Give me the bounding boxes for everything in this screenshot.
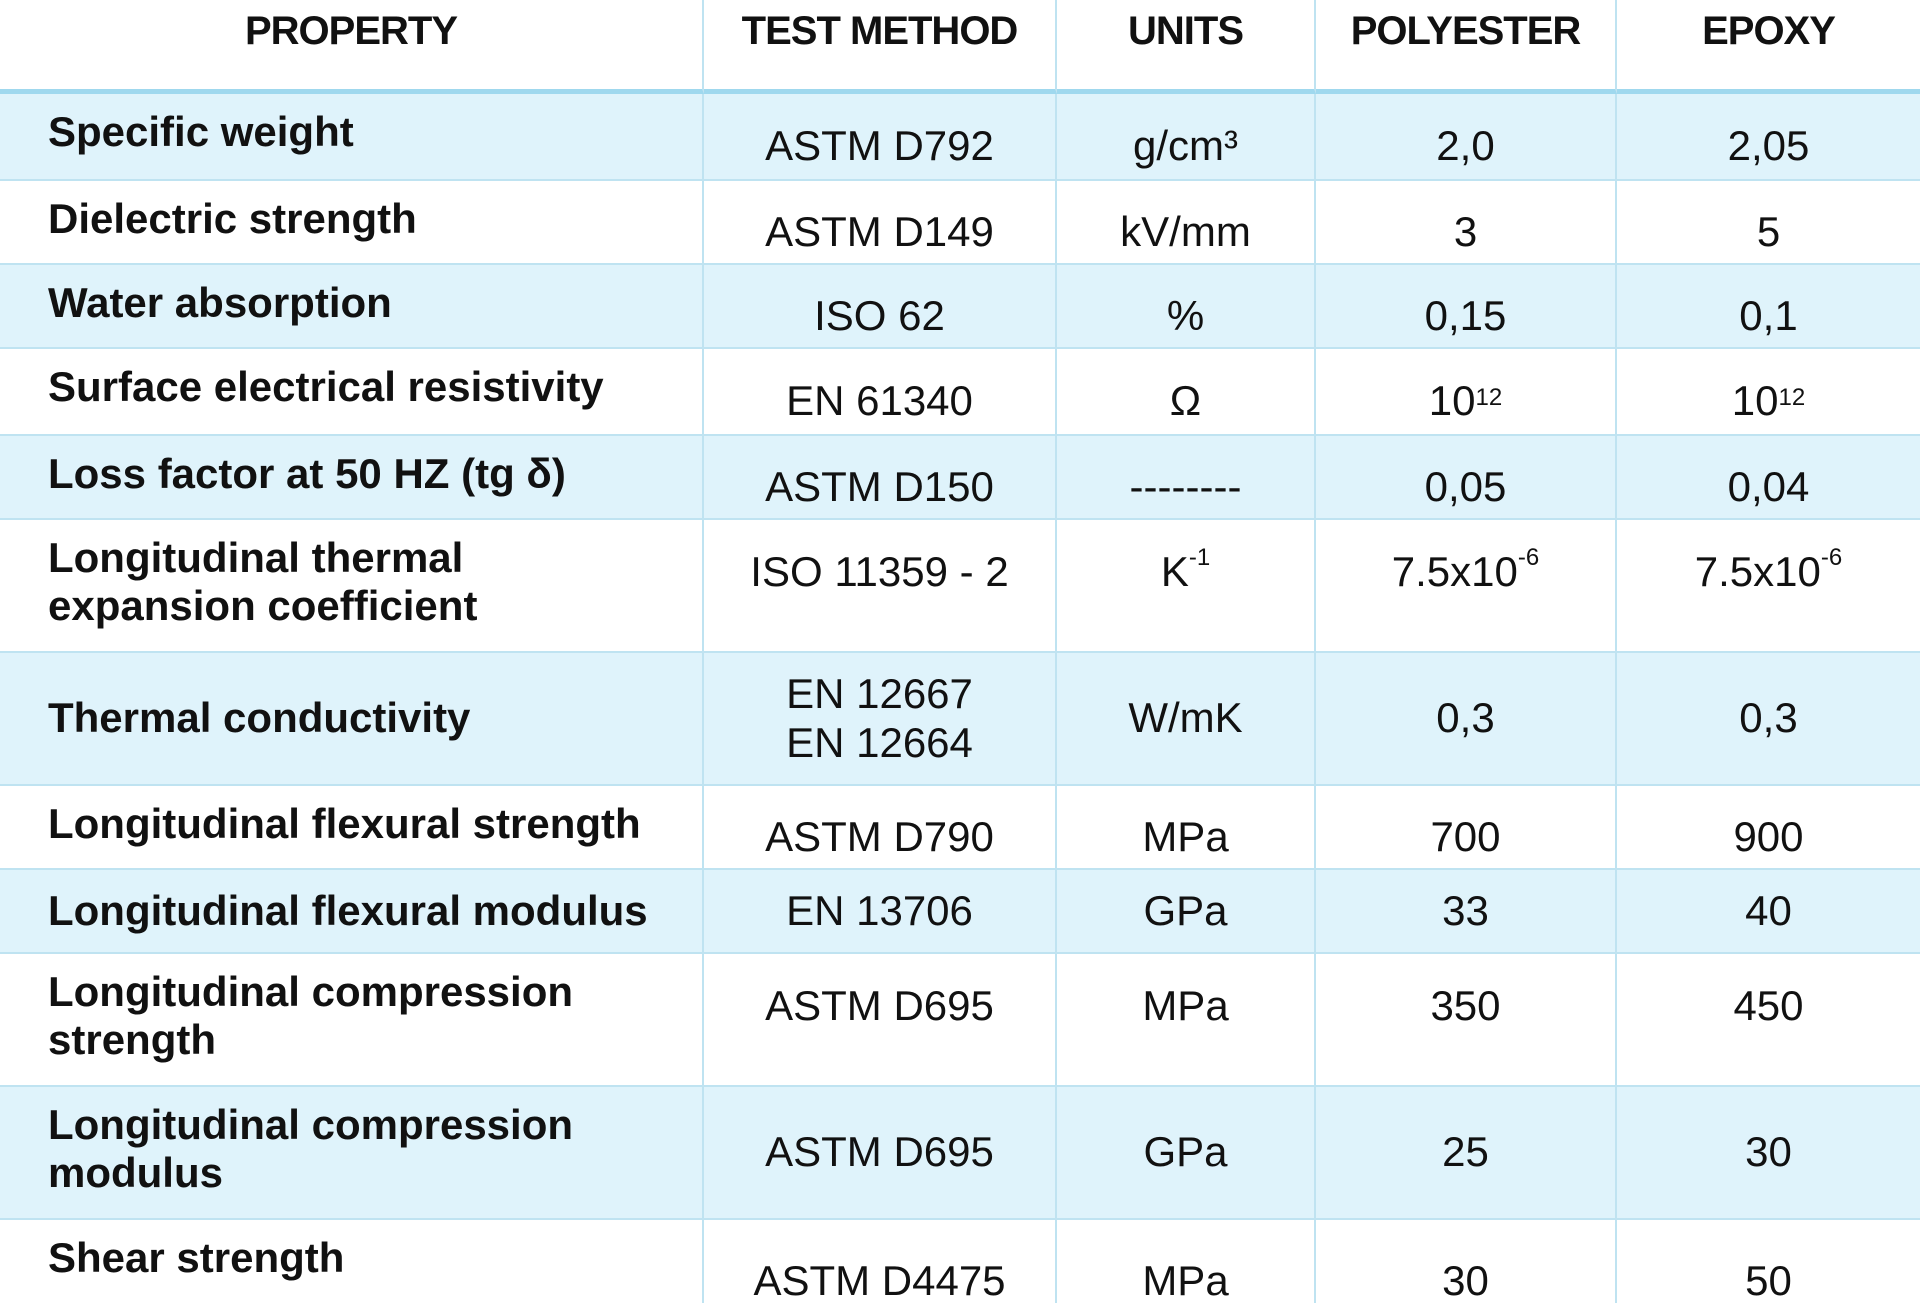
row-epoxy: 7.5x10 -6 (1617, 520, 1920, 653)
row-polyester: 30 (1316, 1220, 1617, 1304)
row-epoxy: 900 (1617, 786, 1920, 870)
row-polyester: 33 (1316, 870, 1617, 954)
row-units: MPa (1057, 1220, 1316, 1304)
row-units-exponent: -1 (1188, 544, 1211, 571)
row-property: Surface electrical resistivity (0, 349, 704, 436)
row-epoxy: 10 12 (1617, 349, 1920, 436)
row-property: Longitudinal thermal expansion coefficie… (0, 520, 704, 653)
row-units-base: K (1160, 548, 1189, 595)
row-method-line1: EN 12667 (786, 670, 973, 718)
row-units: GPa (1057, 1087, 1316, 1220)
header-test-method: TEST METHOD (704, 0, 1057, 94)
row-polyester: 2,0 (1316, 94, 1617, 181)
row-property: Thermal conductivity (0, 653, 704, 786)
row-units: K -1 (1057, 520, 1316, 653)
row-property: Longitudinal compression strength (0, 954, 704, 1087)
row-property: Loss factor at 50 HZ (tg δ) (0, 436, 704, 520)
row-method: ASTM D695 (704, 954, 1057, 1087)
row-method: EN 61340 (704, 349, 1057, 436)
row-units: MPa (1057, 954, 1316, 1087)
row-polyester: 7.5x10 -6 (1316, 520, 1617, 653)
row-method: ASTM D150 (704, 436, 1057, 520)
row-epoxy-exponent: -6 (1820, 544, 1843, 571)
row-units: g/cm³ (1057, 94, 1316, 181)
row-units: -------- (1057, 436, 1316, 520)
row-method: ASTM D695 (704, 1087, 1057, 1220)
row-property: Specific weight (0, 94, 704, 181)
row-polyester: 700 (1316, 786, 1617, 870)
header-property: PROPERTY (0, 0, 704, 94)
row-polyester: 0,3 (1316, 653, 1617, 786)
row-method: ASTM D4475 (704, 1220, 1057, 1304)
row-method: ASTM D149 (704, 181, 1057, 265)
row-epoxy: 0,1 (1617, 265, 1920, 349)
row-epoxy: 40 (1617, 870, 1920, 954)
row-method: EN 12667 EN 12664 (704, 653, 1057, 786)
row-units: W/mK (1057, 653, 1316, 786)
row-property: Dielectric strength (0, 181, 704, 265)
header-epoxy: EPOXY (1617, 0, 1920, 94)
row-property: Longitudinal flexural strength (0, 786, 704, 870)
row-polyester-base: 7.5x10 (1391, 548, 1518, 595)
row-property: Water absorption (0, 265, 704, 349)
row-epoxy-base: 7.5x10 (1694, 548, 1821, 595)
row-property: Longitudinal compression modulus (0, 1087, 704, 1220)
row-method-line2: EN 12664 (786, 718, 973, 766)
row-units: Ω (1057, 349, 1316, 436)
row-epoxy: 50 (1745, 1257, 1792, 1305)
row-polyester-base: 10 (1428, 377, 1476, 425)
row-method: ASTM D792 (704, 94, 1057, 181)
row-polyester: 0,15 (1316, 265, 1617, 349)
row-polyester: 0,05 (1316, 436, 1617, 520)
row-property: Shear strength (0, 1220, 704, 1303)
row-polyester: 25 (1316, 1087, 1617, 1220)
row-epoxy: 0,04 (1617, 436, 1920, 520)
row-polyester: 3 (1316, 181, 1617, 265)
row-polyester-exponent: 12 (1475, 383, 1503, 411)
row-epoxy: 30 (1617, 1087, 1920, 1220)
row-units: % (1057, 265, 1316, 349)
row-epoxy: 0,3 (1617, 653, 1920, 786)
row-method: ISO 62 (704, 265, 1057, 349)
row-epoxy-base: 10 (1731, 377, 1779, 425)
row-units: GPa (1057, 870, 1316, 954)
row-epoxy: 2,05 (1617, 94, 1920, 181)
row-method: ASTM D790 (704, 786, 1057, 870)
row-units: kV/mm (1057, 181, 1316, 265)
row-method: EN 13706 (704, 870, 1057, 954)
header-units: UNITS (1057, 0, 1316, 94)
row-units: MPa (1057, 786, 1316, 870)
row-polyester-exponent: -6 (1517, 544, 1540, 571)
row-epoxy-exponent: 12 (1778, 383, 1806, 411)
row-epoxy: 450 (1617, 954, 1920, 1087)
row-epoxy: 5 (1617, 181, 1920, 265)
row-method: ISO 11359 - 2 (704, 520, 1057, 653)
row-polyester: 350 (1316, 954, 1617, 1087)
row-polyester: 10 12 (1316, 349, 1617, 436)
header-polyester: POLYESTER (1316, 0, 1617, 94)
row-property: Longitudinal flexural modulus (0, 870, 704, 954)
